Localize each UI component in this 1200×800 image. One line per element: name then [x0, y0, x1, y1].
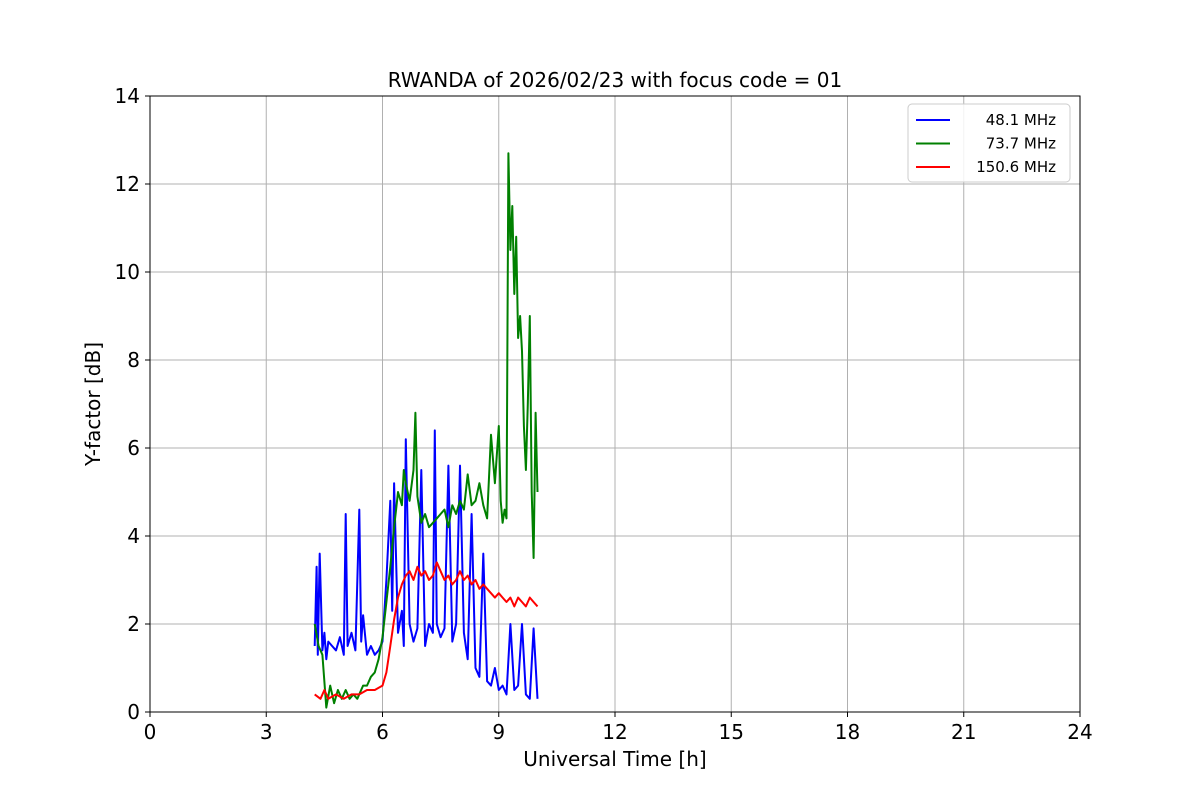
grid: [149, 95, 1081, 713]
x-tick-label: 18: [835, 720, 860, 744]
y-tick-label: 2: [127, 612, 140, 636]
x-tick-label: 3: [260, 720, 273, 744]
legend-label-1: 73.7 MHz: [986, 135, 1056, 153]
y-tick-label: 4: [127, 524, 140, 548]
x-tick-label: 15: [719, 720, 744, 744]
y-tick-label: 10: [115, 260, 140, 284]
x-tick-label: 24: [1067, 720, 1092, 744]
y-tick-label: 14: [115, 84, 140, 108]
y-tick-label: 8: [127, 348, 140, 372]
y-tick-label: 12: [115, 172, 140, 196]
y-tick-label: 6: [127, 436, 140, 460]
chart-title: RWANDA of 2026/02/23 with focus code = 0…: [388, 68, 842, 92]
x-tick-label: 0: [144, 720, 157, 744]
legend-label-2: 150.6 MHz: [976, 158, 1056, 176]
legend-label-0: 48.1 MHz: [986, 111, 1056, 129]
series-lines: [313, 152, 539, 709]
series-line-0: [313, 429, 539, 700]
legend: 48.1 MHz 73.7 MHz 150.6 MHz: [907, 103, 1071, 183]
series-line-1: [313, 152, 539, 709]
x-tick-label: 6: [376, 720, 389, 744]
x-tick-label: 12: [602, 720, 627, 744]
legend-box: [907, 103, 1071, 183]
x-tick-label: 21: [951, 720, 976, 744]
x-axis-label: Universal Time [h]: [523, 747, 706, 771]
x-tick-label: 9: [492, 720, 505, 744]
y-axis-label: Y-factor [dB]: [81, 342, 105, 467]
y-tick-label: 0: [127, 700, 140, 724]
series-line-2: [314, 561, 539, 700]
